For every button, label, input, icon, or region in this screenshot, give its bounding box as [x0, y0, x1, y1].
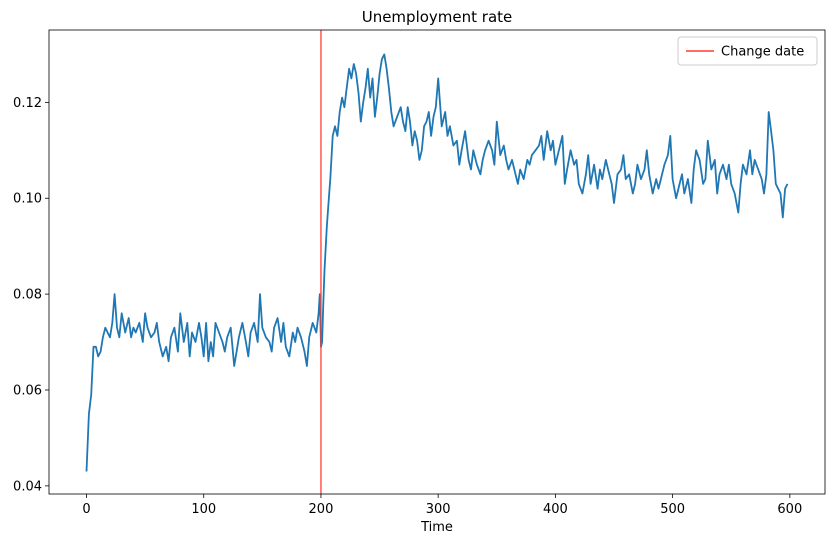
legend-label-change-date: Change date	[721, 45, 804, 60]
x-tick-label: 200	[309, 502, 334, 517]
x-tick-label: 300	[426, 502, 451, 517]
chart-title: Unemployment rate	[362, 8, 513, 26]
legend: Change date	[677, 36, 818, 66]
x-axis: 0 100 200 300 400 500 600	[82, 494, 802, 517]
legend-box	[677, 36, 818, 66]
y-tick-label: 0.08	[13, 288, 42, 303]
x-tick-label: 500	[660, 502, 685, 517]
y-tick-label: 0.04	[13, 479, 42, 494]
plot-area	[85, 30, 789, 494]
y-tick-label: 0.06	[13, 383, 42, 398]
x-tick-label: 0	[82, 502, 90, 517]
series-line	[85, 53, 789, 472]
y-tick-label: 0.10	[13, 192, 42, 207]
x-axis-label: Time	[420, 520, 453, 535]
x-tick-label: 400	[543, 502, 568, 517]
y-axis: 0.04 0.06 0.08 0.10 0.12	[13, 96, 49, 494]
axes-frame	[48, 29, 826, 495]
x-tick-label: 100	[191, 502, 216, 517]
y-tick-label: 0.12	[13, 96, 42, 111]
x-tick-label: 600	[777, 502, 802, 517]
